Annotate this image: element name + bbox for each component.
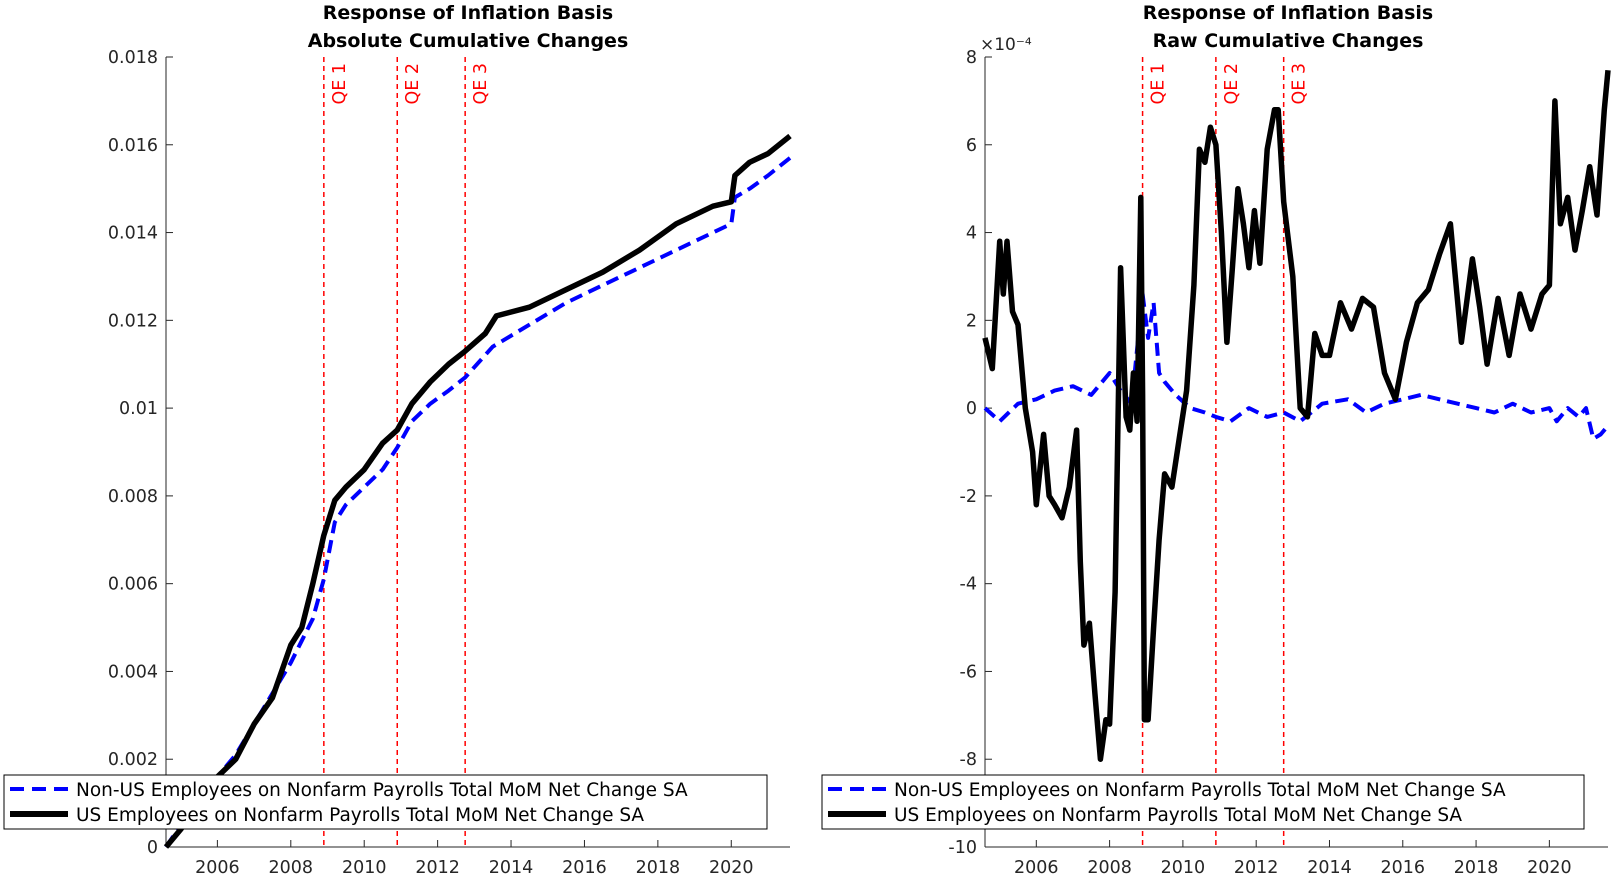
y-tick-label: 0.012 xyxy=(108,311,158,331)
y-tick-label: 0.016 xyxy=(108,136,158,156)
qe-label: QE 1 xyxy=(1149,63,1169,105)
x-tick-label: 2014 xyxy=(1307,858,1352,878)
y-tick-label: 0 xyxy=(147,838,158,858)
y-tick-label: 0.018 xyxy=(108,48,158,68)
x-tick-label: 2016 xyxy=(1381,858,1426,878)
y-tick-label: -2 xyxy=(960,487,977,507)
y-tick-label: 0 xyxy=(966,399,977,419)
chart-subtitle: Raw Cumulative Changes xyxy=(1153,30,1424,52)
legend-label-us: US Employees on Nonfarm Payrolls Total M… xyxy=(894,805,1462,826)
x-tick-label: 2016 xyxy=(562,858,607,878)
y-tick-label: 0.01 xyxy=(119,399,158,419)
y-tick-label: -4 xyxy=(960,575,977,595)
x-tick-label: 2018 xyxy=(1454,858,1499,878)
series-line-non-us xyxy=(983,292,1610,441)
y-tick-label: -8 xyxy=(960,750,977,770)
panel-raw-cumulative: Response of Inflation Basis Raw Cumulati… xyxy=(821,2,1611,878)
plot-area: -10 -8 -6 -4 -2 0 2 4 6 8 2006 2008 2010 2012 2014 2016… xyxy=(948,48,1611,878)
y-tick-label: 8 xyxy=(966,48,977,68)
x-tick-label: 2008 xyxy=(1087,858,1132,878)
y-exponent-label: ×10⁻⁴ xyxy=(980,35,1032,55)
series-line-us xyxy=(982,69,1611,762)
x-tick-label: 2008 xyxy=(269,858,314,878)
x-tick-label: 2014 xyxy=(489,858,534,878)
y-tick-label: 0.006 xyxy=(108,575,158,595)
x-tick-label: 2012 xyxy=(415,858,460,878)
chart-title: Response of Inflation Basis xyxy=(1143,2,1433,24)
qe-label: QE 1 xyxy=(330,63,350,105)
legend-label-us: US Employees on Nonfarm Payrolls Total M… xyxy=(76,805,644,826)
x-tick-label: 2018 xyxy=(636,858,681,878)
qe-label: QE 3 xyxy=(471,63,491,105)
plot-area: 0 0.002 0.004 0.006 0.008 0.01 0.012 0.014 0.016… xyxy=(108,48,792,878)
x-tick-label: 2006 xyxy=(1014,858,1059,878)
y-tick-label: 0.004 xyxy=(108,662,158,682)
qe-label: QE 3 xyxy=(1290,63,1310,105)
x-tick-label: 2006 xyxy=(195,858,240,878)
y-tick-label: 6 xyxy=(966,136,977,156)
y-tick-label: -6 xyxy=(960,662,977,682)
y-tick-label: 0.008 xyxy=(108,487,158,507)
qe-label: QE 2 xyxy=(403,63,423,105)
y-tick-label: -10 xyxy=(948,838,977,858)
y-tick-label: 2 xyxy=(966,311,977,331)
panel-absolute-cumulative: Response of Inflation Basis Absolute Cum… xyxy=(3,2,792,878)
series-line-us xyxy=(163,133,792,849)
qe-label: QE 2 xyxy=(1222,63,1242,105)
x-tick-label: 2010 xyxy=(342,858,387,878)
legend: Non-US Employees on Nonfarm Payrolls Tot… xyxy=(3,774,768,830)
y-tick-label: 0.014 xyxy=(108,224,158,244)
chart-title: Response of Inflation Basis xyxy=(323,2,613,24)
chart-subtitle: Absolute Cumulative Changes xyxy=(308,30,629,52)
x-tick-label: 2020 xyxy=(1527,858,1572,878)
x-tick-label: 2010 xyxy=(1161,858,1206,878)
y-tick-label: 4 xyxy=(966,224,977,244)
legend-label-non-us: Non-US Employees on Nonfarm Payrolls Tot… xyxy=(76,780,688,801)
y-tick-label: 0.002 xyxy=(108,750,158,770)
x-tick-label: 2012 xyxy=(1234,858,1279,878)
legend: Non-US Employees on Nonfarm Payrolls Tot… xyxy=(821,774,1585,830)
series-line-non-us xyxy=(164,156,792,849)
x-tick-label: 2020 xyxy=(709,858,754,878)
legend-label-non-us: Non-US Employees on Nonfarm Payrolls Tot… xyxy=(894,780,1506,801)
